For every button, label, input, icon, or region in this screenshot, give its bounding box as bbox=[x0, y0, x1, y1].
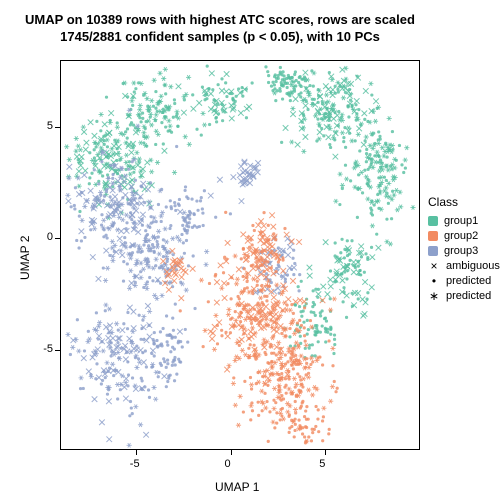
legend-label: group1 bbox=[444, 215, 478, 227]
legend-label: predicted bbox=[446, 275, 491, 287]
x-axis-label: UMAP 1 bbox=[215, 480, 259, 494]
legend-label: predicted bbox=[446, 290, 491, 302]
x-tick-label: 5 bbox=[319, 458, 325, 470]
y-tick-label: -5 bbox=[38, 343, 53, 355]
legend-row: × ambiguous bbox=[428, 258, 500, 273]
legend-row: group3 bbox=[428, 243, 500, 258]
x-tick-mark bbox=[231, 450, 232, 455]
y-tick-label: 0 bbox=[38, 231, 53, 243]
title-line-2: 1745/2881 confident samples (p < 0.05), … bbox=[0, 29, 440, 46]
legend-swatch bbox=[428, 246, 438, 256]
legend-symbol: ∗ bbox=[428, 291, 440, 301]
legend: Class group1 group2 group3 × ambiguous • predi… bbox=[428, 195, 500, 303]
legend-row: ∗ predicted bbox=[428, 288, 500, 303]
legend-row: group2 bbox=[428, 228, 500, 243]
legend-items: group1 group2 group3 × ambiguous • predicted ∗ p… bbox=[428, 213, 500, 303]
x-tick-label: 0 bbox=[225, 458, 231, 470]
umap-scatter-chart: UMAP on 10389 rows with highest ATC scor… bbox=[0, 0, 504, 504]
legend-swatch bbox=[428, 216, 438, 226]
y-tick-mark bbox=[55, 350, 60, 351]
legend-label: group3 bbox=[444, 245, 478, 257]
x-tick-mark bbox=[325, 450, 326, 455]
y-tick-label: 5 bbox=[38, 120, 53, 132]
scatter-points bbox=[61, 61, 421, 451]
y-tick-mark bbox=[55, 127, 60, 128]
legend-symbol: × bbox=[428, 261, 440, 271]
x-tick-mark bbox=[136, 450, 137, 455]
legend-label: ambiguous bbox=[446, 260, 500, 272]
legend-title: Class bbox=[428, 195, 500, 209]
legend-symbol: • bbox=[428, 276, 440, 286]
plot-area bbox=[60, 60, 420, 450]
title-line-1: UMAP on 10389 rows with highest ATC scor… bbox=[0, 12, 440, 29]
y-tick-mark bbox=[55, 238, 60, 239]
x-tick-label: -5 bbox=[130, 458, 140, 470]
chart-title: UMAP on 10389 rows with highest ATC scor… bbox=[0, 12, 440, 46]
legend-row: • predicted bbox=[428, 273, 500, 288]
legend-swatch bbox=[428, 231, 438, 241]
legend-label: group2 bbox=[444, 230, 478, 242]
legend-row: group1 bbox=[428, 213, 500, 228]
y-axis-label: UMAP 2 bbox=[18, 236, 32, 280]
